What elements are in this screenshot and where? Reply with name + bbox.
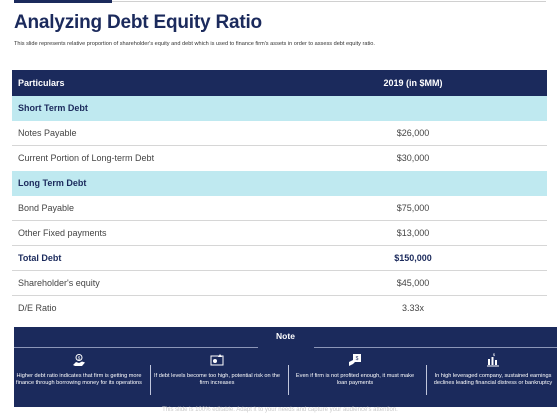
money-hand-icon: $ — [73, 354, 85, 366]
note-text: If debt levels become too high, potentia… — [154, 373, 280, 386]
table-row: Bond Payable $75,000 — [12, 196, 547, 221]
row-label: Notes Payable — [18, 128, 77, 138]
note-item: $ In high leveraged company, sustained e… — [430, 353, 556, 405]
note-divider — [150, 365, 151, 395]
column-header-year: 2019 (in $MM) — [383, 78, 443, 88]
row-value: $30,000 — [396, 153, 430, 163]
page-subtitle: This slide represents relative proportio… — [14, 41, 375, 47]
table-header-row: Particulars 2019 (in $MM) — [12, 70, 547, 96]
table-section-row: Long Term Debt — [12, 171, 547, 196]
svg-text:$: $ — [493, 353, 496, 357]
row-label: Short Term Debt — [18, 103, 88, 113]
table-row: Current Portion of Long-term Debt $30,00… — [12, 146, 547, 171]
top-accent-bar — [14, 0, 112, 3]
note-title: Note — [276, 331, 295, 341]
row-value: $26,000 — [396, 128, 430, 138]
row-label: D/E Ratio — [18, 303, 57, 313]
row-value: $13,000 — [396, 228, 430, 238]
table-row: D/E Ratio 3.33x — [12, 296, 547, 321]
row-label: Current Portion of Long-term Debt — [18, 153, 155, 163]
table-row: Shareholder's equity $45,000 — [12, 271, 547, 296]
row-label: Other Fixed payments — [18, 228, 107, 238]
row-value: $150,000 — [394, 253, 432, 263]
note-item: $ Even if firm is not profited enough, i… — [292, 353, 418, 405]
row-label: Long Term Debt — [18, 178, 87, 188]
table-row: Other Fixed payments $13,000 — [12, 221, 547, 246]
row-divider — [12, 245, 547, 246]
svg-text:$: $ — [78, 355, 81, 360]
note-text: Even if firm is not profited enough, it … — [295, 373, 415, 386]
table-total-row: Total Debt $150,000 — [12, 246, 547, 271]
note-panel: Note $ Higher debt ratio indicates that … — [14, 327, 557, 407]
declining-chart-icon: $ — [487, 353, 499, 367]
table-row: Notes Payable $26,000 — [12, 121, 547, 146]
row-divider — [12, 270, 547, 271]
note-text: Higher debt ratio indicates that firm is… — [16, 373, 142, 386]
row-value: $75,000 — [396, 203, 430, 213]
row-label: Total Debt — [18, 253, 62, 263]
note-text: In high leveraged company, sustained ear… — [433, 373, 553, 386]
debt-equity-table: Particulars 2019 (in $MM) Short Term Deb… — [12, 70, 547, 321]
svg-text:$: $ — [356, 356, 359, 362]
note-item: $ Higher debt ratio indicates that firm … — [16, 353, 142, 405]
row-divider — [12, 145, 547, 146]
note-divider — [426, 365, 427, 395]
row-value: 3.33x — [401, 303, 425, 313]
row-divider — [12, 295, 547, 296]
row-value: $45,000 — [396, 278, 430, 288]
column-header-particulars: Particulars — [18, 78, 65, 88]
row-divider — [12, 220, 547, 221]
loan-payment-icon: $ — [349, 354, 361, 366]
row-label: Shareholder's equity — [18, 278, 100, 288]
top-divider-line — [112, 1, 546, 2]
table-section-row: Short Term Debt — [12, 96, 547, 121]
footer-text: This slide is 100% editable. Adapt it to… — [162, 407, 398, 413]
note-item: If debt levels become too high, potentia… — [154, 353, 280, 405]
page-title: Analyzing Debt Equity Ratio — [14, 12, 262, 33]
row-label: Bond Payable — [18, 203, 75, 213]
risk-screen-icon — [210, 354, 224, 366]
note-divider — [288, 365, 289, 395]
